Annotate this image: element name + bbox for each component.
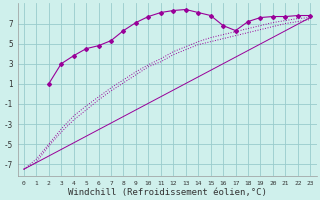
- X-axis label: Windchill (Refroidissement éolien,°C): Windchill (Refroidissement éolien,°C): [68, 188, 267, 197]
